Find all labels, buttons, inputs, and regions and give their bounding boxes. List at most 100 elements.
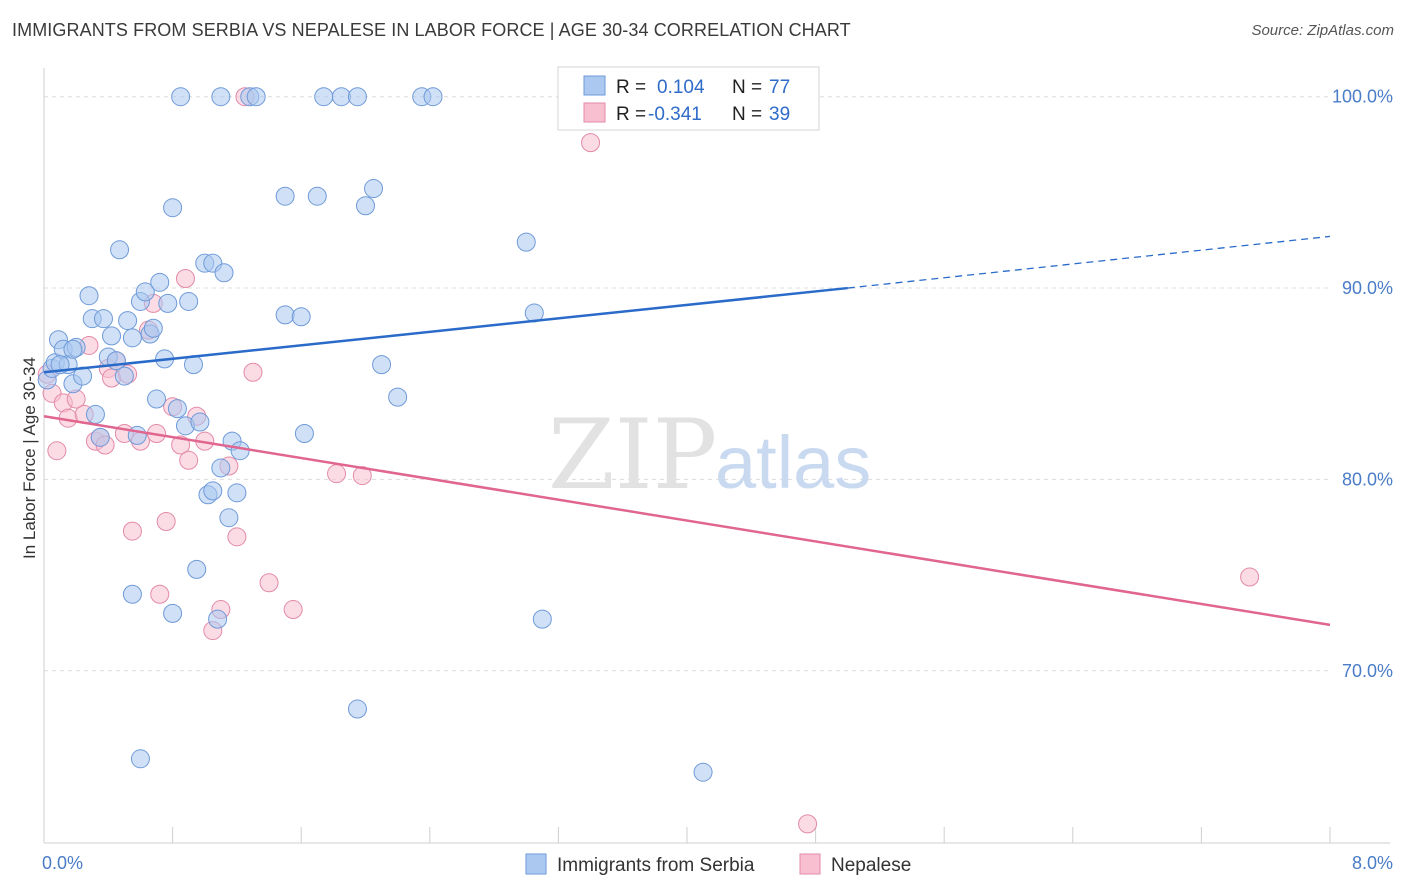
y-tick-label-0: 70.0% [1342,661,1393,681]
nepalese-point-36 [327,464,347,484]
nepalese-point-34 [259,573,279,593]
serbia-point-13 [93,309,113,329]
axes [43,68,1390,844]
y-tick-label-1: 80.0% [1342,469,1393,489]
serbia-point-50 [246,87,266,107]
watermark-atlas: atlas [715,421,871,504]
nepalese-point-38 [581,133,601,153]
serbia-point-73 [203,481,223,501]
nepalese-point-26 [179,450,199,470]
y-axis-label: In Labor Force | Age 30-34 [20,357,39,559]
series-legend-swatch-serbia [525,853,547,875]
nepalese-trend-line [43,415,1331,627]
x-tick-label-min: 0.0% [42,853,83,873]
gridlines [44,96,1330,672]
serbia-point-30 [163,198,183,218]
nepalese-point-25 [175,268,195,288]
chart-title: IMMIGRANTS FROM SERBIA VS NEPALESE IN LA… [12,20,851,40]
trend-lines [43,235,1331,627]
x-tick-labels: 0.0% 8.0% [42,853,1393,873]
nepalese-point-39 [1240,567,1260,587]
serbia-point-43 [214,263,234,283]
serbia-point-19 [118,311,138,331]
serbia-trend-line [43,286,848,374]
serbia-point-25 [143,318,163,338]
legend-n-label-nepalese: N = [732,104,762,125]
serbia-point-54 [294,423,314,443]
serbia-point-29 [158,293,178,313]
nepalese-point-32 [227,527,247,547]
serbia-trend-extension [847,235,1331,289]
serbia-point-62 [388,387,408,407]
serbia-point-41 [208,609,228,629]
watermark-zip: ZIP [548,399,717,511]
series-legend: Immigrants from Serbia Nepalese [525,853,911,876]
watermark: ZIP atlas [548,399,871,511]
serbia-point-31 [167,399,187,419]
serbia-point-26 [147,389,167,409]
legend-r-label-serbia: R = [616,77,646,98]
serbia-point-17 [110,240,130,260]
series-legend-swatch-nepalese [799,853,821,875]
legend-r-label-nepalese: R = [616,104,646,125]
serbia-point-11 [85,404,105,424]
serbia-point-59 [356,196,375,216]
nepalese-point-24 [171,435,191,455]
serbia-point-9 [79,286,99,306]
serbia-point-34 [179,291,199,311]
nepalese-point-21 [150,584,170,604]
serbia-point-67 [532,609,552,629]
nepalese-point-33 [243,362,263,382]
serbia-point-76 [63,339,83,359]
serbia-point-70 [130,749,150,769]
serbia-point-36 [187,559,207,579]
y-tick-labels: 70.0% 80.0% 90.0% 100.0% [1332,87,1393,681]
serbia-point-23 [135,282,155,302]
legend-n-label-serbia: N = [732,77,762,98]
serbia-point-52 [275,186,295,206]
nepalese-point-37 [352,466,372,486]
legend-swatch-serbia [583,75,606,96]
source-label: Source: ZipAtlas.com [1251,22,1394,39]
serbia-point-42 [211,458,231,478]
serbia-point-69 [347,699,367,719]
serbia-point-12 [90,427,110,447]
serbia-point-53 [291,307,311,327]
nepalese-point-16 [122,521,142,541]
nepalese-point-22 [156,512,176,532]
serbia-point-72 [163,603,183,623]
legend-n-value-serbia: 77 [769,77,790,98]
serbia-point-64 [423,87,443,107]
nepalese-point-2 [47,441,67,461]
legend-r-value-nepalese: -0.341 [648,104,702,125]
serbia-point-57 [331,87,351,107]
serbia-point-20 [122,328,142,348]
serbia-point-71 [122,584,142,604]
legend-r-value-serbia: 0.104 [657,77,705,98]
serbia-point-48 [211,87,231,107]
serbia-point-18 [114,366,134,386]
serbia-point-60 [364,179,384,199]
y-tick-label-2: 90.0% [1342,278,1393,298]
serbia-point-44 [219,508,239,528]
serbia-point-61 [372,355,392,375]
serbia-point-46 [227,483,247,503]
serbia-point-51 [275,305,295,325]
serbia-point-74 [693,762,713,782]
serbia-point-58 [347,87,367,107]
nepalese-point-35 [283,600,303,620]
legend-swatch-nepalese [583,102,606,123]
series-legend-label-serbia: Immigrants from Serbia [557,855,755,876]
serbia-point-32 [171,87,191,107]
y-tick-label-3: 100.0% [1332,87,1393,107]
stats-legend: R = 0.104 N = 77 R = -0.341 N = 39 [557,66,820,131]
serbia-point-27 [150,272,170,292]
serbia-point-15 [102,326,122,346]
serbia-point-65 [516,232,536,252]
serbia-point-55 [307,186,327,206]
nepalese-point-40 [798,814,818,834]
x-tick-label-max: 8.0% [1352,853,1393,873]
serbia-point-47 [230,441,250,461]
serbia-point-56 [314,87,334,107]
